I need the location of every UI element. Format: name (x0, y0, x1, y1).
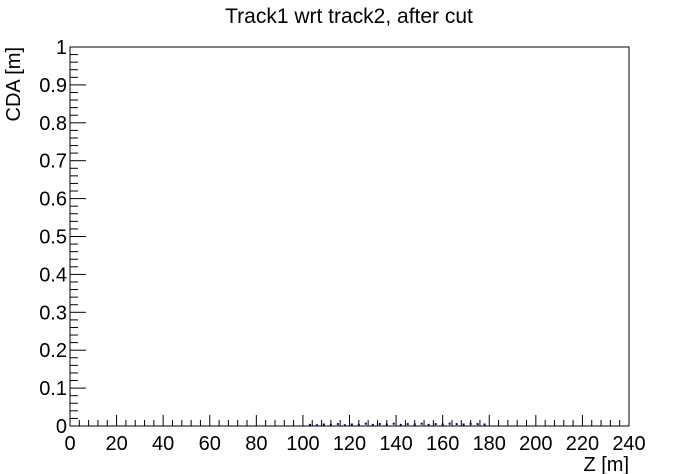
x-tick-label: 120 (333, 433, 366, 455)
x-tick-label: 100 (286, 433, 319, 455)
data-point (378, 423, 381, 426)
data-points (308, 422, 486, 427)
data-point (364, 422, 367, 425)
x-tick-label: 0 (64, 433, 75, 455)
chart-title: Track1 wrt track2, after cut (225, 5, 473, 28)
x-tick-label: 240 (612, 433, 645, 455)
x-tick-label: 80 (245, 433, 267, 455)
y-axis: 0 0.1 0.2 0.3 0.4 0.5 0.6 0.7 0.8 0.9 1 (39, 37, 86, 438)
y-tick-label: 0.3 (39, 302, 67, 324)
data-point (441, 423, 444, 426)
data-point (392, 422, 395, 425)
x-tick-label: 20 (105, 433, 127, 455)
data-point (427, 423, 430, 426)
data-point (476, 423, 479, 426)
x-tick-label: 160 (426, 433, 459, 455)
y-tick-label: 0.9 (39, 75, 67, 97)
data-point (329, 423, 332, 426)
plot-frame (69, 46, 630, 427)
y-tick-label: 1 (56, 37, 67, 59)
data-point (343, 424, 346, 427)
data-point (455, 423, 458, 426)
y-tick-label: 0.8 (39, 113, 67, 135)
x-tick-label: 40 (152, 433, 174, 455)
data-point (483, 423, 486, 426)
x-tick-label: 200 (519, 433, 552, 455)
data-point (336, 423, 339, 426)
data-point (406, 423, 409, 426)
data-point (420, 422, 423, 425)
data-point (448, 422, 451, 425)
data-point (469, 422, 472, 425)
x-tick-label: 60 (199, 433, 221, 455)
y-tick-label: 0.1 (39, 378, 67, 400)
y-tick-label: 0.4 (39, 264, 67, 286)
data-point (350, 423, 353, 426)
data-point (385, 423, 388, 426)
x-tick-label: 180 (473, 433, 506, 455)
y-tick-label: 0.2 (39, 340, 67, 362)
y-tick-label: 0.6 (39, 189, 67, 211)
data-point (371, 423, 374, 426)
y-axis-title: CDA [m] (3, 47, 25, 121)
data-point (399, 423, 402, 426)
data-point (462, 423, 465, 426)
y-tick-label: 0 (56, 416, 67, 438)
data-point (434, 423, 437, 426)
y-tick-label: 0.5 (39, 227, 67, 249)
x-axis: 0 20 40 60 80 100 120 140 160 180 200 220 240 (64, 415, 646, 455)
data-point (322, 423, 325, 426)
data-point (357, 423, 360, 426)
x-tick-label: 220 (566, 433, 599, 455)
data-point (315, 424, 318, 427)
x-tick-label: 140 (379, 433, 412, 455)
data-point (308, 423, 311, 426)
y-tick-label: 0.7 (39, 151, 67, 173)
data-point (413, 423, 416, 426)
x-axis-title: Z [m] (583, 454, 629, 474)
